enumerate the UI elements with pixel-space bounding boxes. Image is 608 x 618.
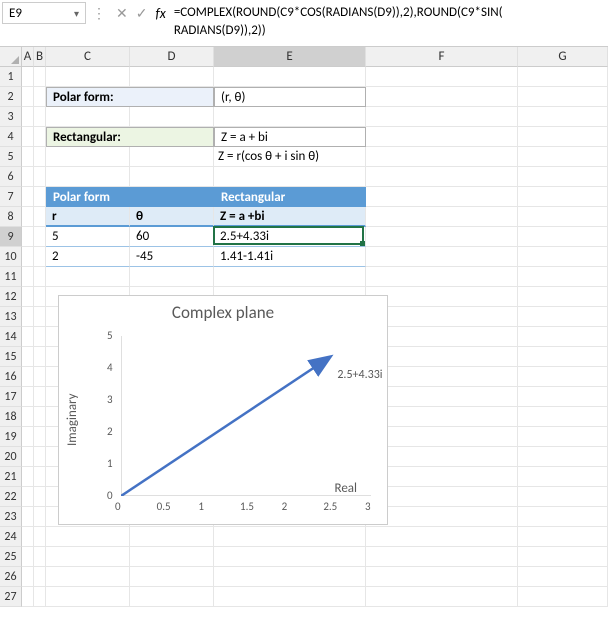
grid-area: 1234567891011121314151617181920212223242… bbox=[0, 47, 608, 607]
formula-input[interactable]: =COMPLEX(ROUND(C9*COS(RADIANS(D9)),2),RO… bbox=[170, 2, 608, 42]
row-header-6[interactable]: 6 bbox=[0, 167, 22, 187]
row-header-2[interactable]: 2 bbox=[0, 87, 22, 107]
column-headers: ABCDEFG bbox=[22, 47, 608, 67]
axis-label-y: Imaginary bbox=[65, 394, 80, 447]
cancel-icon[interactable]: ✕ bbox=[112, 2, 132, 24]
xtick: 1 bbox=[198, 500, 204, 513]
separator: ⋮ bbox=[86, 2, 112, 24]
row-header-1[interactable]: 1 bbox=[0, 67, 22, 87]
table-cell-theta-1[interactable]: -45 bbox=[130, 247, 214, 267]
xtick: 3 bbox=[365, 500, 371, 513]
table-header-rect: Rectangular bbox=[214, 187, 366, 207]
row-header-9[interactable]: 9 bbox=[0, 227, 22, 247]
ytick: 0 bbox=[107, 489, 113, 502]
row-header-21[interactable]: 21 bbox=[0, 467, 22, 487]
table-cell-z-1[interactable]: 1.41-1.41i bbox=[214, 247, 366, 267]
col-header-A[interactable]: A bbox=[22, 47, 34, 67]
chart-complex-plane[interactable]: Complex planeImaginaryReal01234500.511.5… bbox=[58, 295, 388, 525]
polar-form-label: Polar form: bbox=[46, 87, 214, 107]
chart-data-label: 2.5+4.33i bbox=[337, 368, 382, 382]
name-box[interactable]: E9 ▾ bbox=[2, 2, 86, 24]
table-sub-z: Z = a +bi bbox=[214, 207, 366, 227]
row-header-25[interactable]: 25 bbox=[0, 547, 22, 567]
col-header-C[interactable]: C bbox=[46, 47, 130, 67]
name-box-value: E9 bbox=[9, 6, 22, 21]
ytick: 1 bbox=[107, 457, 113, 470]
chart-plot bbox=[121, 336, 371, 496]
row-headers: 1234567891011121314151617181920212223242… bbox=[0, 67, 22, 607]
ytick: 5 bbox=[107, 329, 113, 342]
row-header-23[interactable]: 23 bbox=[0, 507, 22, 527]
col-header-E[interactable]: E bbox=[214, 47, 366, 67]
row-header-27[interactable]: 27 bbox=[0, 587, 22, 607]
chart-vector bbox=[121, 358, 329, 497]
col-header-G[interactable]: G bbox=[518, 47, 608, 67]
confirm-icon[interactable]: ✓ bbox=[132, 2, 152, 24]
rectangular-label: Rectangular: bbox=[46, 127, 214, 147]
col-header-D[interactable]: D bbox=[130, 47, 214, 67]
chevron-down-icon[interactable]: ▾ bbox=[74, 7, 79, 20]
row-header-5[interactable]: 5 bbox=[0, 147, 22, 167]
ytick: 2 bbox=[107, 425, 113, 438]
rectangular-value-1: Z = a + bi bbox=[214, 127, 366, 147]
select-all-corner[interactable] bbox=[0, 47, 22, 67]
xtick: 1.5 bbox=[240, 500, 254, 513]
row-header-26[interactable]: 26 bbox=[0, 567, 22, 587]
polar-form-value: (r, θ) bbox=[214, 87, 366, 107]
row-header-10[interactable]: 10 bbox=[0, 247, 22, 267]
table-sub-r: r bbox=[46, 207, 130, 227]
xtick: 0.5 bbox=[157, 500, 171, 513]
row-header-7[interactable]: 7 bbox=[0, 187, 22, 207]
formula-bar: E9 ▾ ⋮ ✕ ✓ fx =COMPLEX(ROUND(C9*COS(RADI… bbox=[0, 0, 608, 47]
xtick: 0 bbox=[115, 500, 121, 513]
row-header-14[interactable]: 14 bbox=[0, 327, 22, 347]
row-header-8[interactable]: 8 bbox=[0, 207, 22, 227]
table-cell-r-1[interactable]: 2 bbox=[46, 247, 130, 267]
ytick: 4 bbox=[107, 361, 113, 374]
table-sub-theta: θ bbox=[130, 207, 214, 227]
fx-icon[interactable]: fx bbox=[151, 2, 169, 24]
row-header-17[interactable]: 17 bbox=[0, 387, 22, 407]
table-cell-r-0[interactable]: 5 bbox=[46, 227, 130, 247]
row-header-12[interactable]: 12 bbox=[0, 287, 22, 307]
row-header-18[interactable]: 18 bbox=[0, 407, 22, 427]
xtick: 2.5 bbox=[323, 500, 337, 513]
row-header-19[interactable]: 19 bbox=[0, 427, 22, 447]
row-header-24[interactable]: 24 bbox=[0, 527, 22, 547]
row-header-20[interactable]: 20 bbox=[0, 447, 22, 467]
table-header-polar: Polar form bbox=[46, 187, 214, 207]
chart-title: Complex plane bbox=[59, 302, 387, 323]
row-header-13[interactable]: 13 bbox=[0, 307, 22, 327]
row-header-15[interactable]: 15 bbox=[0, 347, 22, 367]
table-cell-theta-0[interactable]: 60 bbox=[130, 227, 214, 247]
xtick: 2 bbox=[282, 500, 288, 513]
col-header-B[interactable]: B bbox=[34, 47, 46, 67]
col-header-F[interactable]: F bbox=[366, 47, 518, 67]
row-header-11[interactable]: 11 bbox=[0, 267, 22, 287]
rectangular-value-2: Z = r(cos θ + i sin θ) bbox=[214, 147, 366, 167]
table-cell-z-0[interactable]: 2.5+4.33i bbox=[214, 227, 366, 247]
row-header-16[interactable]: 16 bbox=[0, 367, 22, 387]
row-header-22[interactable]: 22 bbox=[0, 487, 22, 507]
row-header-3[interactable]: 3 bbox=[0, 107, 22, 127]
ytick: 3 bbox=[107, 393, 113, 406]
cells-area[interactable]: Polar form:(r, θ)Rectangular:Z = a + biZ… bbox=[22, 67, 608, 607]
row-header-4[interactable]: 4 bbox=[0, 127, 22, 147]
